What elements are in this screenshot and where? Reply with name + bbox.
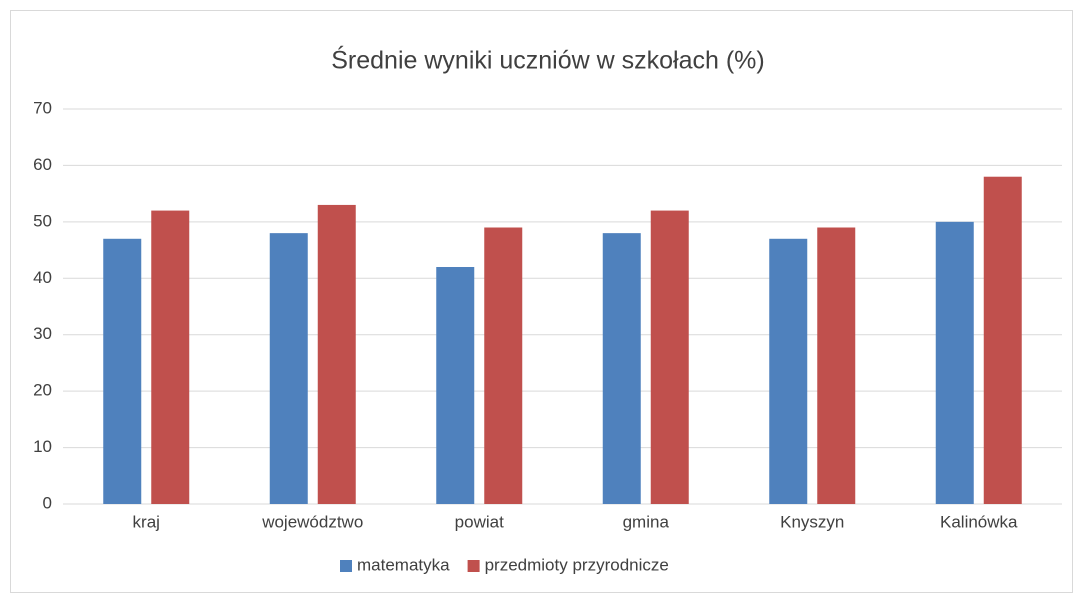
y-tick-label: 10 xyxy=(33,437,52,456)
bar xyxy=(484,227,523,504)
x-tick-label: kraj xyxy=(133,512,160,531)
bar xyxy=(817,227,856,504)
bar xyxy=(269,233,308,504)
x-tick-label: Knyszyn xyxy=(780,512,844,531)
chart-title: Średnie wyniki uczniów w szkołach (%) xyxy=(331,45,764,75)
x-tick-label: gmina xyxy=(623,512,670,531)
bar xyxy=(769,238,808,505)
legend-swatch xyxy=(467,560,480,572)
x-tick-label: województwo xyxy=(261,512,363,531)
y-tick-label: 70 xyxy=(33,98,52,117)
bar xyxy=(650,210,689,505)
legend-label: matematyka xyxy=(357,555,450,574)
y-tick-label: 30 xyxy=(33,324,52,343)
y-tick-label: 20 xyxy=(33,381,52,400)
bar xyxy=(983,176,1022,504)
bar xyxy=(317,204,356,504)
legend-label: przedmioty przyrodnicze xyxy=(485,555,669,574)
bar xyxy=(151,210,190,505)
bar xyxy=(935,221,974,504)
y-tick-label: 40 xyxy=(33,268,52,287)
bar xyxy=(602,233,641,504)
x-tick-label: powiat xyxy=(455,512,504,531)
y-tick-label: 0 xyxy=(43,493,52,512)
legend-swatch xyxy=(340,560,352,572)
bar xyxy=(436,267,475,504)
y-tick-label: 50 xyxy=(33,211,52,230)
bar xyxy=(103,238,142,505)
x-tick-label: Kalinówka xyxy=(940,512,1018,531)
y-tick-label: 60 xyxy=(33,155,52,174)
